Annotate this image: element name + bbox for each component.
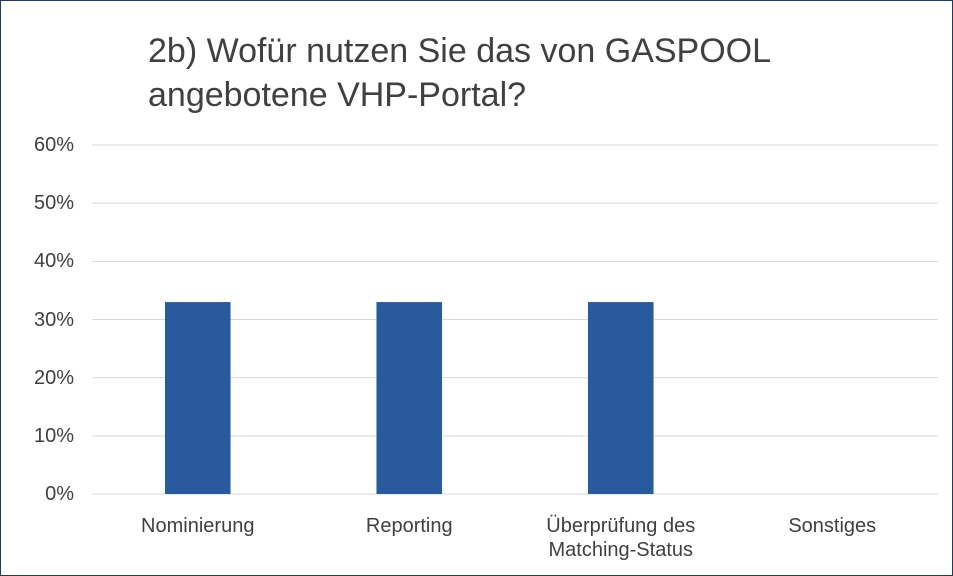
x-tick-label: Nominierung	[141, 515, 255, 537]
x-tick-label: Reporting	[365, 515, 453, 537]
y-tick-label: 50%	[33, 192, 74, 215]
x-tick-label: Sonstiges	[788, 515, 877, 537]
y-tick-label: 60%	[33, 134, 74, 156]
y-tick-label: 40%	[33, 250, 74, 273]
y-tick-label: 0%	[45, 483, 74, 505]
y-tick-label: 10%	[33, 424, 74, 447]
x-tick-label: Überprüfung des Matching-Status	[546, 515, 696, 561]
y-tick-label: 30%	[33, 308, 74, 331]
bar	[376, 302, 443, 494]
y-tick-label: 20%	[33, 366, 74, 389]
chart-title: 2b) Wofür nutzen Sie das von GASPOOL ang…	[148, 32, 770, 114]
bar	[587, 302, 654, 494]
bar	[164, 302, 231, 494]
